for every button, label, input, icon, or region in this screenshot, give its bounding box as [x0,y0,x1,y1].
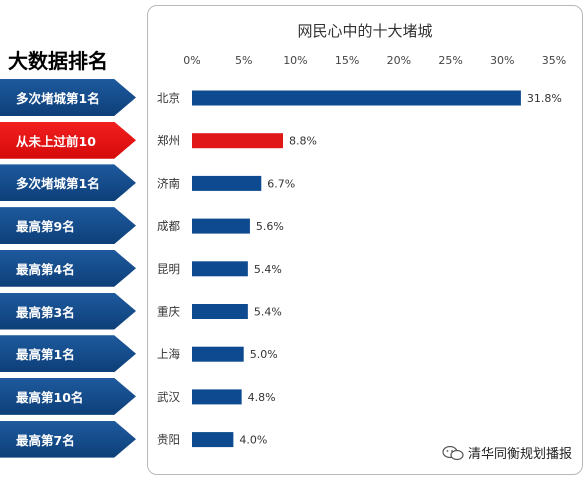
rank-tag: 最高第7名 [0,420,136,458]
x-tick-label: 25% [438,54,462,67]
value-label: 4.8% [248,391,276,404]
rank-tag: 从未上过前10 [0,121,136,159]
bar [192,261,248,277]
rank-tag: 多次堵城第1名 [0,164,136,202]
category-label: 郑州 [157,134,180,148]
x-tick-label: 20% [387,54,411,67]
value-label: 5.6% [256,220,284,233]
side-title: 大数据排名 [8,49,108,73]
rank-tag: 最高第3名 [0,292,136,330]
rank-tag: 最高第10名 [0,377,136,415]
value-label: 5.4% [254,263,282,276]
category-label: 成都 [157,219,180,233]
watermark: 清华同衡规划播报 [442,443,572,462]
category-label: 昆明 [157,262,180,276]
category-label: 北京 [157,91,180,105]
value-label: 4.0% [239,434,267,447]
value-label: 8.8% [289,135,317,148]
bar [192,218,250,234]
bar [192,90,521,106]
rank-tag: 最高第4名 [0,249,136,287]
category-label: 重庆 [157,305,180,319]
x-tick-label: 35% [542,54,566,67]
rank-tags: 多次堵城第1名 从未上过前10 多次堵城第1名 最高第9名最高第4名最高第3名最高第1… [0,0,140,478]
category-label: 贵阳 [157,433,180,447]
watermark-text: 清华同衡规划播报 [467,447,572,462]
x-tick-label: 10% [283,54,307,67]
value-label: 31.8% [527,92,562,105]
rank-tag: 最高第9名 [0,207,136,245]
x-tick-label: 15% [335,54,359,67]
value-label: 5.4% [254,306,282,319]
category-label: 武汉 [157,390,180,404]
x-tick-label: 30% [490,54,514,67]
bar [192,133,284,149]
rank-tag: 多次堵城第1名 [0,79,136,116]
bar-chart: 0% 5% 10% 15% 20% 25% 30% 35% 北京 31.8% 郑州 8.8% 济南 6.7… [157,54,566,448]
bar [192,432,234,448]
value-label: 6.7% [267,177,295,190]
bar [192,346,244,362]
category-label: 济南 [157,176,180,190]
chart-title: 网民心中的十大堵城 [297,22,433,40]
x-tick-label: 0% [183,54,200,67]
value-label: 5.0% [250,348,278,361]
bar [192,304,248,319]
bar [192,389,242,405]
chart-panel: 网民心中的十大堵城 0% 5% 10% 15% 20% 25% 30% 35% 北京 31.8% 郑… [147,5,583,475]
x-tick-label: 5% [235,54,252,67]
rank-tag: 最高第1名 [0,335,136,373]
wechat-icon [442,445,464,460]
category-label: 上海 [157,347,180,361]
bar [192,175,262,191]
